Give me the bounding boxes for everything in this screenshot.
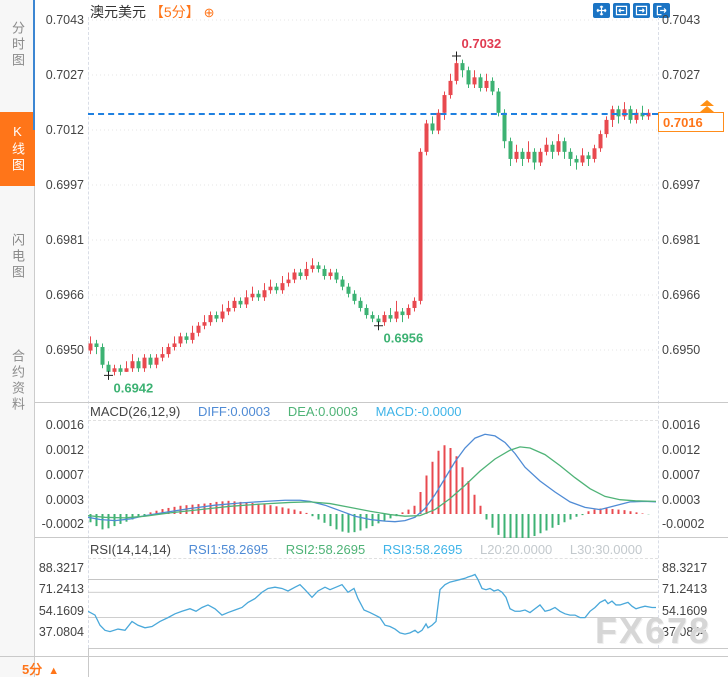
period-selector[interactable]: 5分 ▲ (22, 659, 59, 677)
footer-border (0, 656, 728, 657)
axis-label: 88.3217 (38, 561, 84, 575)
macd-chart[interactable] (88, 420, 658, 538)
sidebar-scrollbar[interactable] (33, 0, 35, 130)
axis-label: 0.7027 (45, 68, 84, 82)
macd-dea-value: DEA:0.0003 (287, 404, 358, 419)
axis-label: 71.2413 (38, 582, 84, 596)
sidebar: 分时图 K线图 闪电图 合约资料 (0, 0, 35, 677)
axis-label: 0.6981 (45, 233, 84, 247)
current-price-tag: 0.7016 (658, 112, 724, 132)
axis-label: 0.0007 (45, 468, 84, 482)
plot-right-border (658, 17, 659, 648)
svg-text:0.6956: 0.6956 (384, 331, 424, 346)
period-tag: 【5分】 (149, 4, 200, 20)
panel-separator (35, 402, 728, 403)
axis-label: 0.6966 (45, 288, 84, 302)
period-arrow-icon: ▲ (48, 665, 60, 677)
sidebar-tab-lightning[interactable]: 闪电图 (10, 233, 25, 281)
axis-label: 37.0804 (38, 625, 84, 639)
rsi-header: RSI(14,14,14) RSI1:58.2695 RSI2:58.2695 … (90, 542, 656, 557)
rsi-l20-value: L20:20.0000 (479, 542, 553, 557)
last-price-line (88, 113, 658, 115)
price-up-arrow-icon (700, 106, 714, 112)
axis-label: 0.6997 (45, 178, 84, 192)
svg-text:0.6942: 0.6942 (114, 380, 154, 395)
svg-text:0.7032: 0.7032 (462, 36, 502, 51)
indicator-toggle-icon[interactable]: ⊕ (203, 5, 215, 20)
axis-label: 0.0016 (662, 418, 701, 432)
axis-label: 0.7043 (45, 13, 84, 27)
candlestick-chart[interactable]: 0.6942 0.6956 0.7032 (88, 17, 658, 402)
axis-label: 0.0012 (45, 443, 84, 457)
axis-label: 54.1609 (38, 604, 84, 618)
axis-label: 0.7012 (45, 123, 84, 137)
rsi-name: RSI(14,14,14) (90, 542, 171, 557)
axis-label: 88.3217 (662, 561, 708, 575)
exit-icon[interactable] (653, 3, 670, 18)
rsi2-value: RSI2:58.2695 (285, 542, 366, 557)
axis-label: 0.0012 (662, 443, 701, 457)
period-label: 5分 (22, 662, 43, 677)
panel-separator (88, 648, 728, 649)
axis-label: 0.6950 (45, 343, 84, 357)
watermark: FX678 (595, 610, 712, 651)
rsi1-value: RSI1:58.2695 (188, 542, 269, 557)
axis-label: 71.2413 (662, 582, 708, 596)
axis-label: 0.0003 (662, 493, 701, 507)
rsi3-value: RSI3:58.2695 (382, 542, 463, 557)
macd-name: MACD(26,12,9) (90, 404, 181, 419)
axis-label: 54.1609 (662, 604, 708, 618)
plot-left-border (88, 17, 89, 648)
title-bar: 澳元美元 【5分】 ⊕ (90, 2, 214, 22)
macd-header: MACD(26,12,9) DIFF:0.0003 DEA:0.0003 MAC… (90, 404, 656, 419)
rsi-l30-value: L30:30.0000 (569, 542, 643, 557)
shift-left-icon[interactable] (613, 3, 630, 18)
crosshair-icon[interactable] (593, 3, 610, 18)
axis-label: 0.6950 (662, 343, 701, 357)
axis-label: 0.7027 (662, 68, 701, 82)
axis-label: 0.6981 (662, 233, 701, 247)
chart-toolbar (593, 3, 670, 18)
macd-macd-value: MACD:-0.0000 (375, 404, 462, 419)
sidebar-tab-timeline[interactable]: 分时图 (10, 21, 25, 69)
shift-right-icon[interactable] (633, 3, 650, 18)
axis-label: 0.6997 (662, 178, 701, 192)
footer-divider (88, 648, 89, 677)
price-up-arrow-icon (700, 100, 714, 106)
axis-label: -0.0002 (662, 517, 705, 531)
sidebar-tab-kline[interactable]: K线图 (0, 112, 35, 186)
axis-label: 0.6966 (662, 288, 701, 302)
sidebar-tab-contract-info[interactable]: 合约资料 (10, 349, 25, 413)
symbol-title: 澳元美元 (90, 4, 146, 20)
macd-diff-value: DIFF:0.0003 (197, 404, 271, 419)
axis-label: -0.0002 (41, 517, 84, 531)
axis-label: 0.0007 (662, 468, 701, 482)
panel-separator (35, 537, 728, 538)
axis-label: 0.0003 (45, 493, 84, 507)
axis-label: 37.0804 (662, 625, 708, 639)
axis-label: 0.0016 (45, 418, 84, 432)
rsi-chart[interactable] (88, 558, 658, 649)
axis-label: 0.7043 (662, 13, 701, 27)
